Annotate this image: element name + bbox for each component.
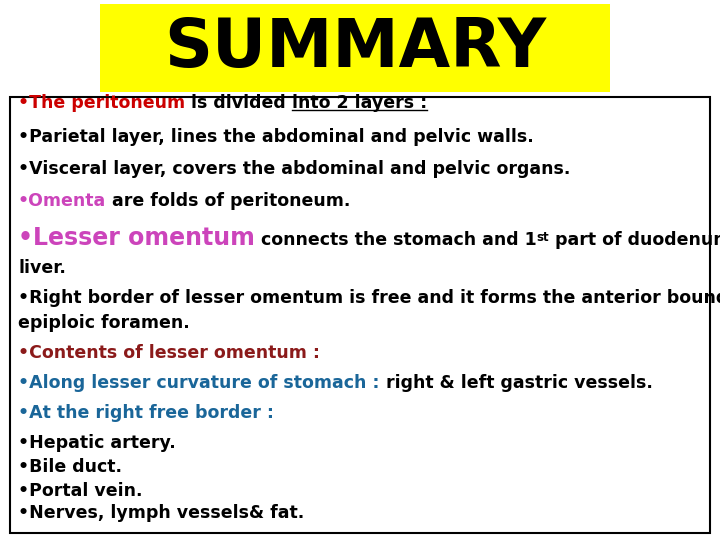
Text: •Lesser omentum: •Lesser omentum	[18, 226, 255, 250]
Text: •Visceral layer, covers the abdominal and pelvic organs.: •Visceral layer, covers the abdominal an…	[18, 160, 570, 178]
Text: st: st	[536, 231, 549, 244]
Text: •Along lesser curvature of stomach :: •Along lesser curvature of stomach :	[18, 374, 379, 392]
Bar	[10, 97, 710, 533]
Text: epiploic foramen.: epiploic foramen.	[18, 314, 190, 332]
Text: right & left gastric vessels.: right & left gastric vessels.	[379, 374, 652, 392]
Bar	[100, 4, 610, 92]
Text: •Nerves, lymph vessels& fat.: •Nerves, lymph vessels& fat.	[18, 504, 305, 522]
Text: liver.: liver.	[18, 259, 66, 277]
Text: •Bile duct.: •Bile duct.	[18, 458, 122, 476]
Text: •Contents of lesser omentum :: •Contents of lesser omentum :	[18, 344, 320, 362]
Text: is divided: is divided	[185, 94, 292, 112]
Text: connects the stomach and 1: connects the stomach and 1	[255, 231, 536, 249]
Text: •Right border of lesser omentum is free and it forms the anterior boundary of: •Right border of lesser omentum is free …	[18, 289, 720, 307]
Text: part of duodenum to the: part of duodenum to the	[549, 231, 720, 249]
Text: •Portal vein.: •Portal vein.	[18, 482, 143, 500]
Text: are folds of peritoneum.: are folds of peritoneum.	[107, 192, 351, 210]
Text: into 2 layers :: into 2 layers :	[292, 94, 427, 112]
Text: •Hepatic artery.: •Hepatic artery.	[18, 434, 176, 452]
Text: •The peritoneum: •The peritoneum	[18, 94, 185, 112]
Text: •Omenta: •Omenta	[18, 192, 107, 210]
Text: SUMMARY: SUMMARY	[164, 15, 546, 81]
Text: •Parietal layer, lines the abdominal and pelvic walls.: •Parietal layer, lines the abdominal and…	[18, 128, 534, 146]
Text: •At the right free border :: •At the right free border :	[18, 404, 274, 422]
